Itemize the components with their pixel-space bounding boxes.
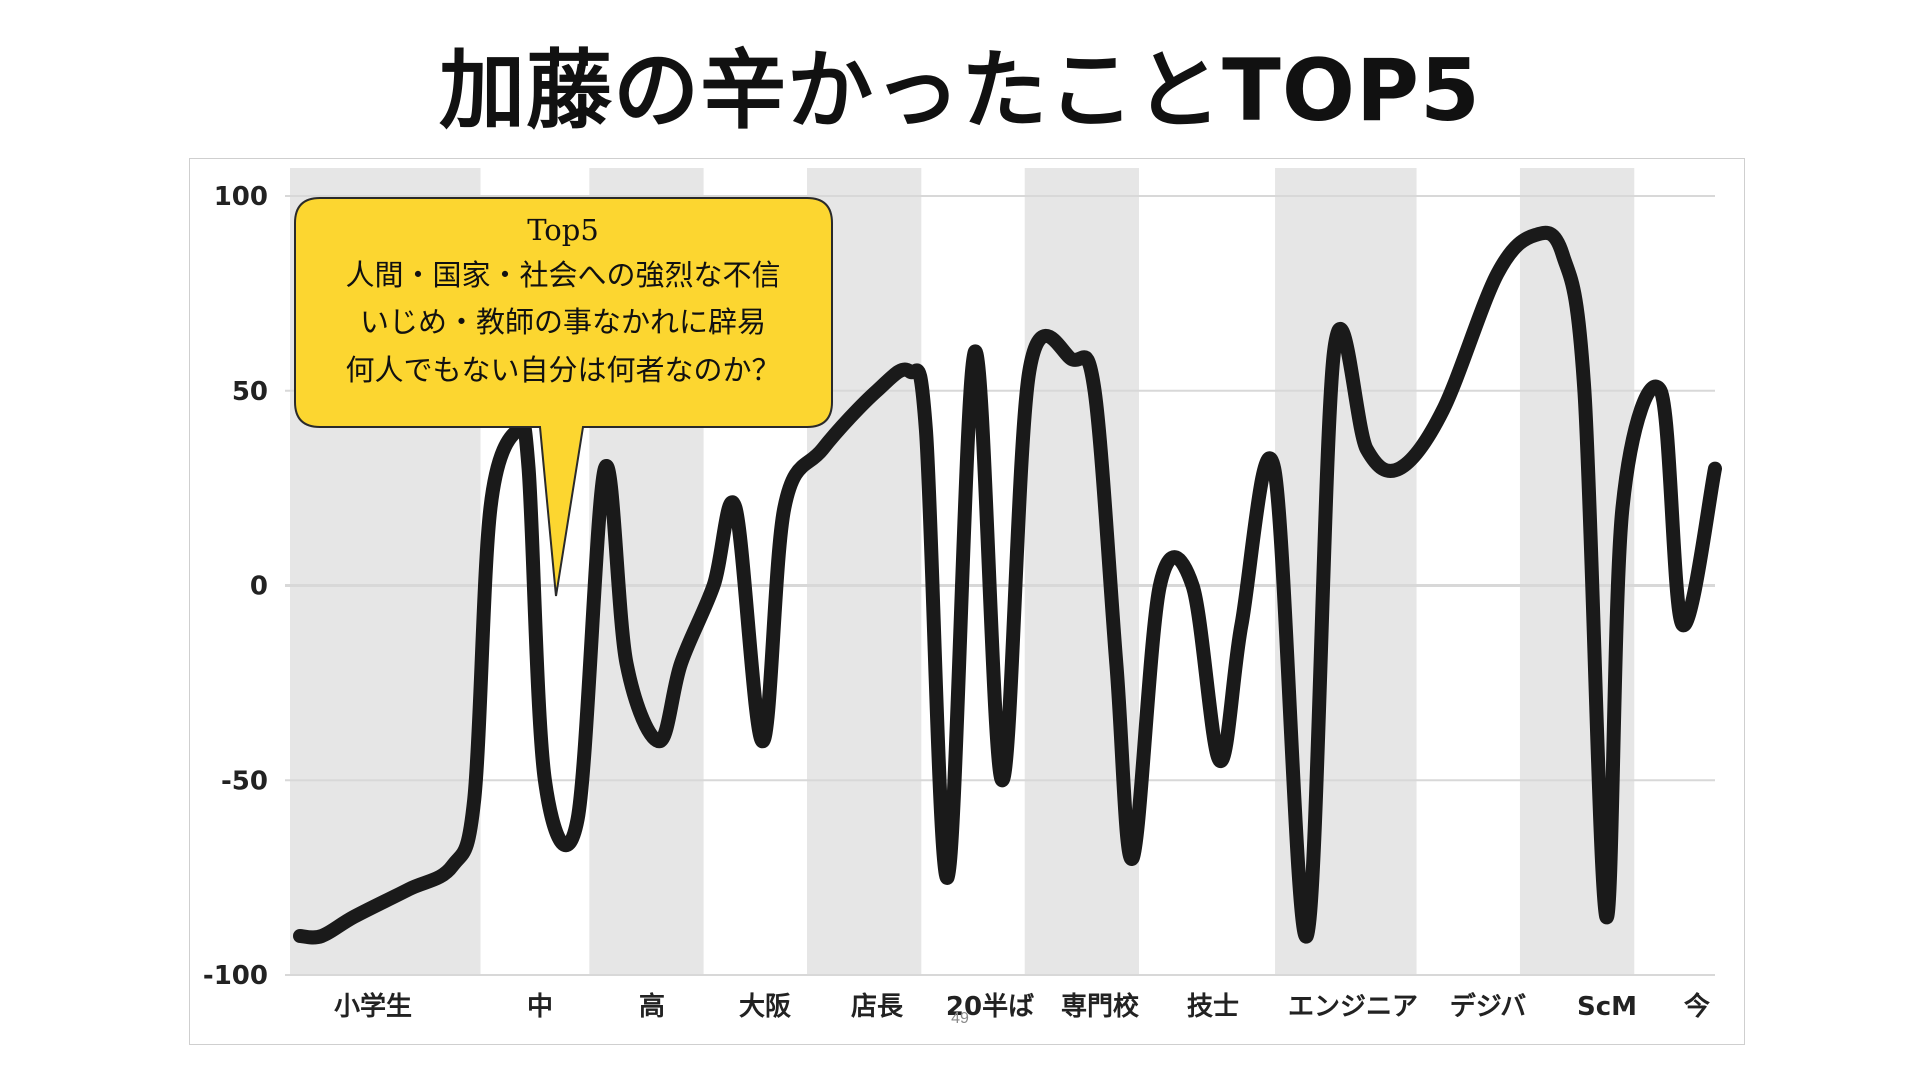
- x-tick-label: 中: [527, 992, 553, 1022]
- x-tick-label: デジバ: [1450, 991, 1526, 1022]
- y-tick-label: -100: [203, 961, 268, 991]
- page-number: 49: [951, 1010, 969, 1027]
- x-tick-label: 高: [639, 991, 665, 1022]
- period-band-3: [1024, 168, 1139, 975]
- x-tick-label: 店長: [851, 992, 904, 1022]
- callout-bubble: Top5 人間・国家・社会への強烈な不信 いじめ・教師の事なかれに辟易 何人でも…: [294, 197, 833, 597]
- x-tick-label: 専門校: [1061, 991, 1140, 1022]
- callout-line-2: いじめ・教師の事なかれに辟易: [360, 305, 766, 339]
- y-tick-label: -50: [221, 766, 268, 796]
- x-axis-ticks: 小学生 中 高 大阪 店長 20半ば 専門校 技士 エンジニア デジバ ScM 今: [334, 991, 1710, 1022]
- y-tick-label: 50: [232, 377, 268, 407]
- x-tick-label: 今: [1684, 991, 1710, 1022]
- callout-shape: [294, 197, 833, 597]
- y-tick-label: 100: [214, 182, 268, 212]
- x-tick-label: エンジニア: [1288, 992, 1418, 1022]
- callout-line-3: 何人でもない自分は何者なのか？: [345, 353, 780, 387]
- x-tick-label: 20半ば: [946, 992, 1034, 1022]
- x-tick-label: 大阪: [739, 992, 791, 1022]
- x-tick-label: 技士: [1187, 992, 1239, 1022]
- y-tick-label: 0: [250, 572, 268, 602]
- y-axis-ticks: 100 50 0 -50 -100: [203, 182, 268, 991]
- x-tick-label: ScM: [1577, 992, 1637, 1022]
- callout-line-1: 人間・国家・社会への強烈な不信: [345, 258, 780, 292]
- callout-heading: Top5: [527, 213, 599, 247]
- slide-title: 加藤の辛かったことTOP5: [439, 41, 1481, 141]
- series-line: [293, 225, 1722, 945]
- x-tick-label: 小学生: [334, 991, 412, 1022]
